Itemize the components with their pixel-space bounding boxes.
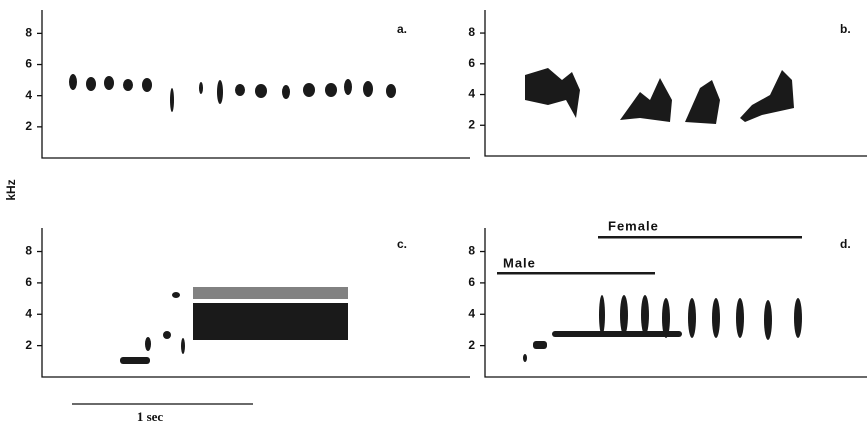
y-tick-label: 8 bbox=[468, 244, 475, 258]
y-tick-label: 6 bbox=[25, 275, 32, 289]
y-tick-label: 6 bbox=[25, 57, 32, 71]
spectrogram-d bbox=[497, 236, 802, 362]
y-tick-label: 4 bbox=[25, 88, 32, 102]
spectrogram-a bbox=[69, 74, 396, 112]
annotation: Male bbox=[503, 255, 536, 270]
spectrogram-c bbox=[120, 287, 348, 364]
panel-label: c. bbox=[397, 237, 407, 251]
panel-label: b. bbox=[840, 22, 851, 36]
panel-label: a. bbox=[397, 22, 407, 36]
axis bbox=[484, 10, 867, 157]
y-tick-label: 8 bbox=[25, 26, 32, 40]
y-tick-label: 4 bbox=[25, 306, 32, 320]
y-axis-label: kHz bbox=[4, 179, 18, 200]
y-tick-label: 2 bbox=[468, 338, 475, 352]
axis bbox=[484, 228, 867, 378]
y-tick-label: 4 bbox=[468, 306, 475, 320]
y-tick-label: 2 bbox=[25, 338, 32, 352]
y-tick-label: 4 bbox=[468, 87, 475, 101]
annotation: Female bbox=[608, 218, 659, 233]
y-tick-label: 2 bbox=[468, 117, 475, 131]
spectrogram-b bbox=[525, 68, 794, 124]
axis bbox=[41, 228, 470, 378]
y-tick-label: 8 bbox=[25, 244, 32, 258]
panel-label: d. bbox=[840, 237, 851, 251]
axis bbox=[41, 10, 470, 159]
y-tick-label: 6 bbox=[468, 56, 475, 70]
y-tick-label: 6 bbox=[468, 275, 475, 289]
y-tick-label: 8 bbox=[468, 25, 475, 39]
scale-bar-label: 1 sec bbox=[137, 409, 164, 424]
y-tick-label: 2 bbox=[25, 119, 32, 133]
